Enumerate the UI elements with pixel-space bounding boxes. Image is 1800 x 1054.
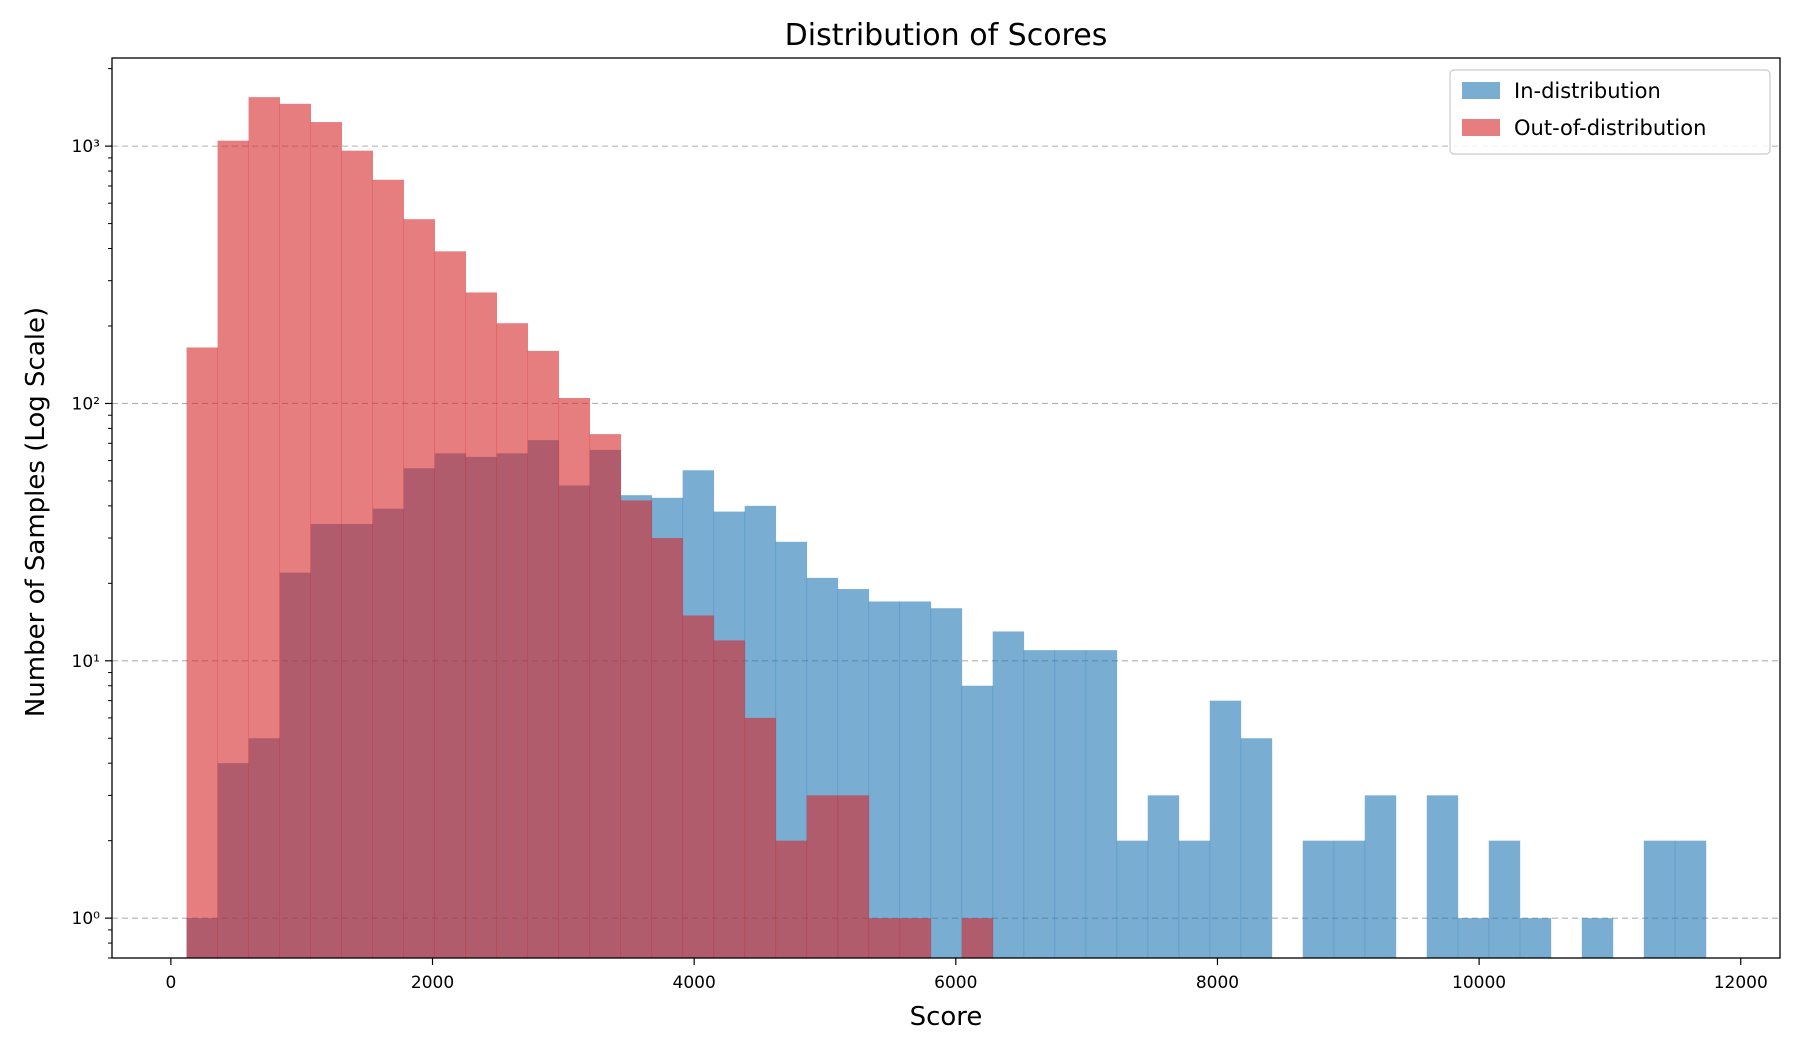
x-axis: 0 2000 4000 6000 8000 10000 12000	[165, 958, 1768, 993]
bar-out-dist	[310, 122, 342, 958]
legend: In-distribution Out-of-distribution	[1449, 69, 1771, 155]
bar-out-dist	[775, 840, 808, 958]
bar-out-dist	[744, 717, 777, 958]
x-tick-label: 12000	[1714, 973, 1768, 993]
x-tick-label: 6000	[934, 973, 977, 993]
bar-in-dist	[1302, 840, 1335, 958]
legend-label: Out-of-distribution	[1514, 116, 1706, 140]
bar-out-dist	[620, 500, 653, 958]
bar-in-dist	[1674, 840, 1707, 958]
bar-out-dist	[713, 640, 746, 958]
legend-box	[1449, 69, 1771, 155]
bar-out-dist	[217, 140, 249, 958]
bar-in-dist	[1116, 840, 1149, 958]
bar-in-dist	[1519, 918, 1552, 958]
bar-out-dist	[837, 795, 870, 958]
x-tick-label: 8000	[1196, 973, 1239, 993]
chart-title: Distribution of Scores	[785, 18, 1108, 53]
bar-out-dist	[372, 179, 405, 958]
legend-swatch	[1462, 82, 1500, 99]
y-tick-label: 10⁰	[72, 909, 101, 929]
x-tick-label: 2000	[411, 973, 454, 993]
bar-out-dist	[341, 150, 374, 958]
bar-out-dist	[899, 918, 932, 958]
y-tick-label: 10¹	[72, 652, 100, 672]
bar-out-dist	[961, 918, 994, 958]
legend-label: In-distribution	[1514, 79, 1661, 103]
bar-in-dist	[961, 685, 994, 958]
bar-in-dist	[1085, 650, 1118, 958]
bar-out-dist	[527, 350, 560, 959]
bar-in-dist	[1581, 918, 1614, 958]
bar-in-dist	[1488, 840, 1521, 958]
bar-in-dist	[1643, 840, 1676, 958]
bar-out-dist	[589, 434, 622, 958]
bar-in-dist	[1333, 840, 1366, 958]
bar-in-dist	[899, 601, 932, 958]
bar-in-dist	[1147, 795, 1180, 958]
bar-in-dist	[868, 601, 901, 958]
bar-out-dist	[682, 615, 715, 958]
bar-out-dist	[558, 398, 591, 958]
bar-in-dist	[992, 631, 1025, 958]
y-axis-label: Number of Samples (Log Scale)	[21, 307, 51, 717]
legend-swatch	[1462, 119, 1500, 136]
bar-out-dist	[403, 219, 436, 958]
bar-out-dist	[434, 251, 467, 959]
bar-in-dist	[1426, 795, 1459, 958]
bar-out-dist	[806, 795, 839, 958]
y-tick-label: 10³	[72, 137, 100, 157]
x-tick-label: 4000	[673, 973, 716, 993]
y-tick-label: 10²	[72, 394, 100, 414]
bar-out-dist	[186, 347, 218, 959]
bar-in-dist	[1457, 918, 1490, 958]
x-axis-label: Score	[910, 1002, 983, 1032]
histogram-bars	[186, 97, 1707, 959]
bar-in-dist	[1364, 795, 1397, 958]
x-tick-label: 10000	[1452, 973, 1506, 993]
bar-out-dist	[651, 538, 684, 958]
plot-frame	[111, 57, 1781, 959]
bar-in-dist	[1054, 650, 1087, 958]
bar-in-dist	[1178, 840, 1211, 958]
bar-in-dist	[1023, 650, 1056, 958]
bar-out-dist	[496, 323, 529, 958]
bar-out-dist	[868, 918, 901, 958]
bar-in-dist	[1240, 738, 1273, 958]
y-axis: 10⁰ 10¹ 10² 10³	[72, 68, 112, 959]
x-tick-label: 0	[165, 973, 176, 993]
bar-out-dist	[465, 292, 498, 958]
bar-out-dist	[279, 103, 311, 959]
bar-in-dist	[930, 608, 963, 958]
bar-out-dist	[248, 97, 280, 958]
bar-in-dist	[1209, 700, 1242, 958]
